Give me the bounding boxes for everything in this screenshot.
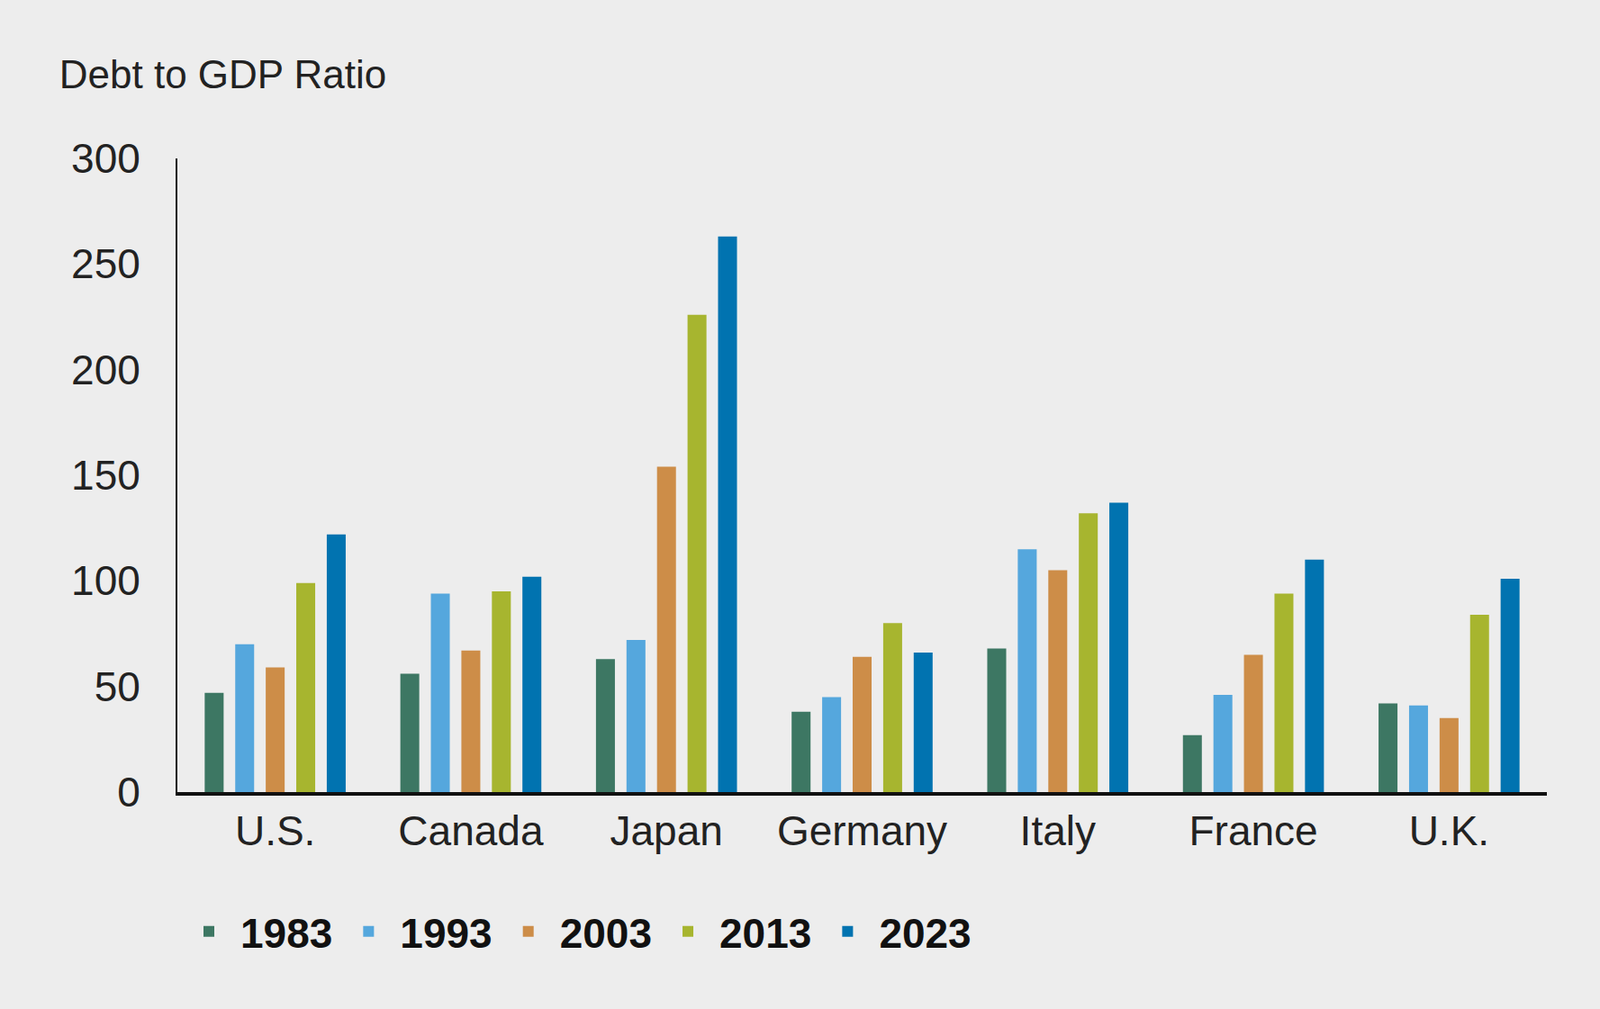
svg-text:2003: 2003	[560, 910, 652, 958]
svg-text:Canada: Canada	[397, 807, 544, 855]
svg-text:250: 250	[71, 240, 141, 288]
svg-text:200: 200	[71, 346, 141, 394]
svg-text:France: France	[1188, 807, 1318, 855]
svg-text:U.S.: U.S.	[235, 807, 316, 855]
svg-text:Japan: Japan	[610, 807, 724, 855]
svg-text:2023: 2023	[878, 910, 971, 958]
svg-text:1993: 1993	[399, 910, 492, 958]
svg-text:1983: 1983	[240, 910, 333, 958]
svg-text:U.K.: U.K.	[1409, 807, 1490, 855]
svg-text:300: 300	[71, 135, 141, 182]
svg-text:100: 100	[71, 557, 141, 605]
svg-text:Italy: Italy	[1020, 807, 1096, 855]
svg-text:Germany: Germany	[777, 807, 948, 855]
svg-text:50: 50	[94, 663, 141, 711]
svg-text:Debt to GDP Ratio: Debt to GDP Ratio	[59, 52, 388, 97]
svg-text:2013: 2013	[719, 910, 812, 958]
svg-text:150: 150	[71, 451, 141, 499]
svg-text:0: 0	[117, 768, 141, 816]
